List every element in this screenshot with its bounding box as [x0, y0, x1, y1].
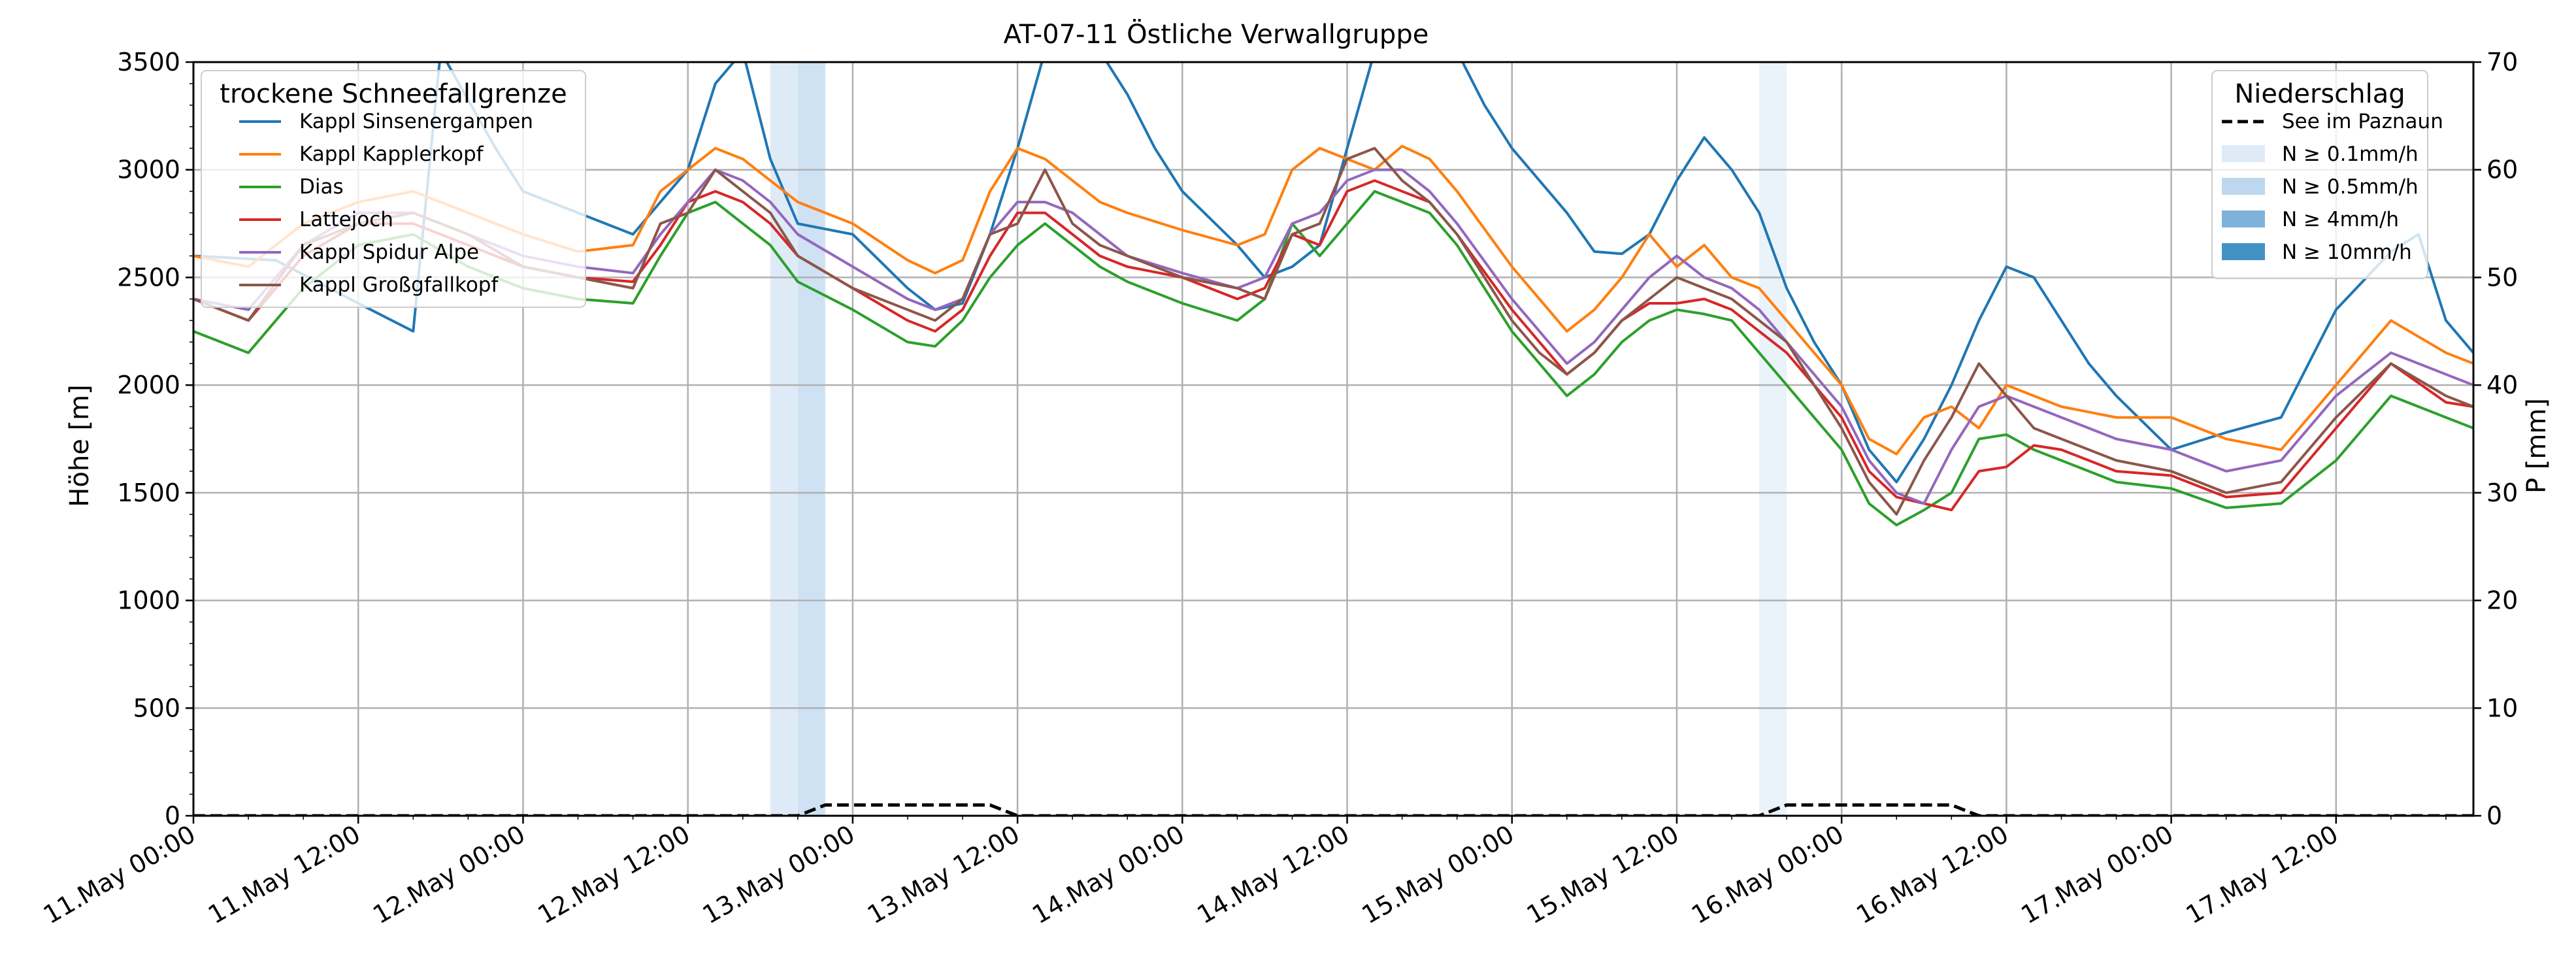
legend-swatch-precip-4: [2222, 243, 2265, 260]
y-axis-title: Höhe [m]: [65, 384, 95, 507]
series-line-2: [193, 190, 2473, 527]
legend-swatch-precip-2: [2222, 178, 2265, 195]
series-line-5: [193, 146, 2473, 516]
legend-precip-label-1: N ≥ 0.1mm/h: [2282, 142, 2419, 166]
legend-precipitation: Niederschlag See im Paznaun N ≥ 0.1mm/h N …: [2211, 70, 2443, 279]
y-tick-label: 1500: [117, 478, 180, 507]
y2-tick-label: 60: [2486, 156, 2518, 184]
y2-axis-title: P [mm]: [2522, 398, 2552, 494]
legend-precip-label-0: See im Paznaun: [2282, 110, 2443, 133]
legend-precip-label-2: N ≥ 0.5mm/h: [2282, 175, 2419, 199]
y-tick-label: 2500: [117, 263, 180, 292]
series-line-0: [193, 62, 2473, 484]
legend-label-1: Kappl Kapplerkopf: [299, 142, 484, 166]
legend-precipitation-title: Niederschlag: [2234, 79, 2405, 109]
plot-frame: [192, 61, 2475, 817]
y-tick-label: 0: [165, 801, 180, 830]
legend-label-3: Lattejoch: [299, 208, 393, 231]
y-tick-label: 1000: [117, 586, 180, 615]
y2-tick-label: 50: [2486, 263, 2518, 292]
legend-precipitation-box: [2211, 70, 2428, 279]
legend-label-2: Dias: [299, 175, 344, 199]
y-tick-label: 2000: [117, 371, 180, 399]
series-line-4: [193, 168, 2473, 505]
legend-snowfall-items: Kappl Sinsenergampen Kappl Kapplerkopf Dia…: [239, 110, 533, 297]
precipitation-line: [193, 803, 2473, 816]
legend-snowfall-box: [201, 70, 586, 308]
y-tick-label: 500: [133, 694, 180, 722]
legend-label-0: Kappl Sinsenergampen: [299, 110, 533, 133]
precip-band-2: [1759, 62, 1787, 816]
y2-tick-label: 70: [2486, 48, 2518, 76]
legend-snowfall-title: trockene Schneefallgrenze: [220, 79, 567, 109]
legend-label-4: Kappl Spidur Alpe: [299, 241, 479, 264]
y2-axis: 0 10 20 30 40 50 60 70: [2473, 48, 2518, 830]
legend-snowfall: trockene Schneefallgrenze Kappl Sinsener…: [201, 70, 586, 308]
snowfall-lines: [193, 62, 2473, 527]
y2-tick-label: 40: [2486, 371, 2518, 399]
y-tick-label: 3500: [117, 48, 180, 76]
legend-swatch-precip-1: [2222, 145, 2265, 162]
precip-band-0: [770, 62, 798, 816]
y-tick-label: 3000: [117, 156, 180, 184]
legend-precip-label-3: N ≥ 4mm/h: [2282, 208, 2399, 231]
legend-label-5: Kappl Großgfallkopf: [299, 273, 499, 297]
precipitation-series: [193, 803, 2473, 816]
precipitation-bands: [770, 62, 1787, 816]
precip-band-1: [797, 62, 825, 816]
y2-tick-label: 0: [2486, 801, 2502, 830]
legend-precipitation-items: See im Paznaun N ≥ 0.1mm/h N ≥ 0.5mm/h N ≥ …: [2222, 110, 2443, 264]
legend-precip-label-4: N ≥ 10mm/h: [2282, 241, 2412, 264]
chart-title: AT-07-11 Östliche Verwallgruppe: [1004, 18, 1429, 50]
legend-swatch-precip-3: [2222, 210, 2265, 227]
y2-tick-label: 20: [2486, 586, 2518, 615]
y-axis: 0 500 1000 1500 2000 2500 3000 3500: [117, 48, 193, 830]
y2-tick-label: 10: [2486, 694, 2518, 722]
y2-tick-label: 30: [2486, 478, 2518, 507]
